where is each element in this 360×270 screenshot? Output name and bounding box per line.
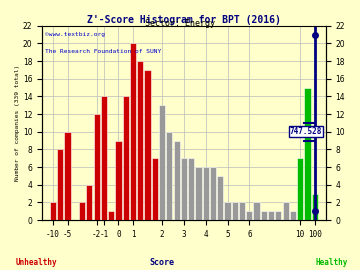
Bar: [159, 105, 165, 220]
Bar: [268, 211, 274, 220]
Bar: [115, 141, 122, 220]
Text: ©www.textbiz.org: ©www.textbiz.org: [45, 32, 105, 37]
Text: Sector: Energy: Sector: Energy: [145, 19, 215, 28]
Bar: [312, 194, 318, 220]
Bar: [239, 202, 245, 220]
Text: The Research Foundation of SUNY: The Research Foundation of SUNY: [45, 49, 161, 54]
Bar: [246, 211, 252, 220]
Bar: [210, 167, 216, 220]
Bar: [137, 61, 143, 220]
Bar: [297, 158, 303, 220]
Bar: [174, 141, 180, 220]
Text: Score: Score: [149, 258, 175, 267]
Bar: [152, 158, 158, 220]
Title: Z'-Score Histogram for BPT (2016): Z'-Score Histogram for BPT (2016): [87, 15, 281, 25]
Bar: [101, 96, 107, 220]
Bar: [50, 202, 56, 220]
Bar: [290, 211, 296, 220]
Bar: [130, 43, 136, 220]
Bar: [181, 158, 187, 220]
Text: Healthy: Healthy: [315, 258, 347, 267]
Y-axis label: Number of companies (339 total): Number of companies (339 total): [15, 65, 20, 181]
Bar: [57, 149, 63, 220]
Text: 747.528: 747.528: [290, 127, 322, 136]
Bar: [108, 211, 114, 220]
Bar: [86, 185, 93, 220]
Bar: [224, 202, 231, 220]
Bar: [305, 88, 311, 220]
Bar: [203, 167, 209, 220]
Bar: [166, 132, 172, 220]
Bar: [217, 176, 223, 220]
Bar: [188, 158, 194, 220]
Bar: [123, 96, 129, 220]
Bar: [94, 114, 100, 220]
Bar: [261, 211, 267, 220]
Bar: [144, 70, 150, 220]
Bar: [195, 167, 202, 220]
Bar: [275, 211, 282, 220]
Bar: [79, 202, 85, 220]
Bar: [283, 202, 289, 220]
Bar: [64, 132, 71, 220]
Bar: [232, 202, 238, 220]
Bar: [253, 202, 260, 220]
Text: Unhealthy: Unhealthy: [15, 258, 57, 267]
